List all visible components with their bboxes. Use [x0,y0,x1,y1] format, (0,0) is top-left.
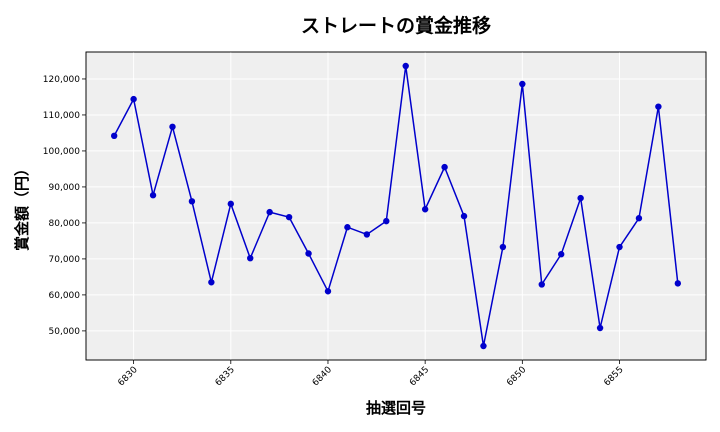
x-axis-label: 抽選回号 [366,399,426,417]
x-tick-label: 6855 [602,365,625,388]
y-tick-label: 50,000 [49,327,81,337]
chart-title: ストレートの賞金推移 [301,14,491,37]
plot-frame [85,51,707,361]
data-point [596,324,604,332]
y-tick-label: 100,000 [43,147,80,157]
x-tick-label: 6845 [408,365,431,388]
data-point [441,163,448,171]
data-point [577,194,584,202]
data-point [519,80,526,88]
tick-labels: 6830 6835 6840 6845 6850 6855 50,000 60,000 70,0… [43,75,626,388]
data-point [285,213,293,221]
y-axis-label: 賞金額（円） [13,161,31,251]
data-point [344,224,351,231]
axes [82,51,707,364]
data-point [538,281,545,288]
data-series [110,62,682,350]
data-point [655,103,662,110]
y-tick-label: 60,000 [49,291,81,301]
x-tick-label: 6850 [505,365,528,388]
data-point [324,288,332,295]
data-point [421,206,429,213]
y-tick-label: 120,000 [43,75,80,85]
data-point [558,251,565,258]
x-tick-label: 6840 [311,365,334,388]
data-point [635,215,643,222]
y-tick-label: 110,000 [43,111,80,121]
data-point [363,231,371,238]
data-point [110,132,118,140]
y-tick-label: 90,000 [49,183,81,193]
series-line [113,65,679,347]
data-point [674,280,682,287]
data-point [169,123,176,131]
data-point [305,250,312,257]
plot-area [85,51,707,361]
data-point [130,95,137,103]
data-point [188,198,196,205]
data-point [616,243,623,251]
grid-lines [86,52,706,360]
data-point [480,342,487,350]
x-tick-label: 6830 [116,365,139,388]
x-tick-label: 6835 [214,365,237,388]
data-point [227,200,234,208]
data-point [247,254,254,262]
data-point [149,192,157,199]
data-point [383,217,390,225]
data-point [402,62,409,70]
data-point [208,279,215,286]
data-point [499,243,507,251]
y-tick-label: 80,000 [49,219,81,229]
data-point [460,212,468,220]
y-tick-label: 70,000 [49,255,81,265]
data-point [266,208,273,216]
